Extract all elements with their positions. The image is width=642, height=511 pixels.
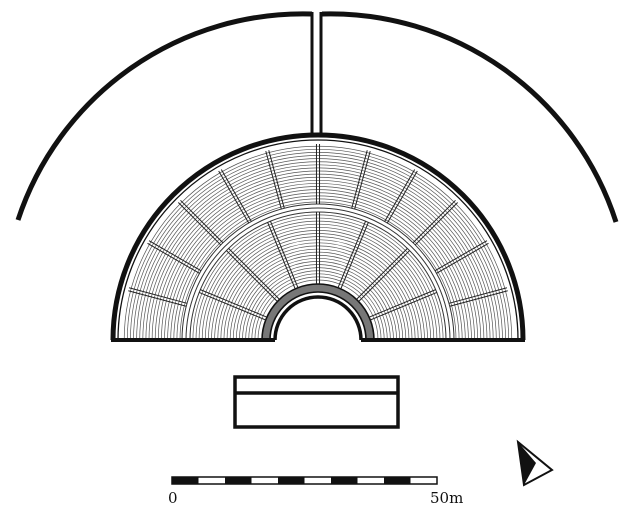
stairway-edge (351, 150, 368, 209)
seat-row (214, 236, 422, 341)
outer-wall-left (15, 11, 313, 221)
stairway-edge (180, 199, 224, 244)
orchestra-parapet (262, 284, 374, 341)
outer-wall-right (321, 11, 619, 223)
seat-row (235, 258, 401, 341)
stairway-edge (218, 170, 250, 224)
scale-start-label: 0 (168, 489, 178, 507)
stairway-edge (147, 242, 200, 274)
stairway-edge (177, 202, 222, 246)
seat-row (208, 230, 428, 341)
north-arrow-icon (516, 439, 554, 487)
seat-row (232, 254, 404, 341)
cavea (110, 132, 526, 342)
stairway-edge (368, 289, 436, 318)
seat-row (223, 245, 413, 341)
seat-row (204, 227, 432, 341)
stairway-edge (340, 222, 369, 290)
seat-row (239, 261, 397, 341)
seat-row (192, 214, 444, 341)
seat-row (248, 270, 388, 341)
scale-bar-segment (384, 477, 411, 484)
seat-row (161, 183, 475, 341)
seat-row (126, 149, 510, 341)
stairway-edge (269, 220, 299, 288)
seat-row (254, 276, 382, 341)
scale-bar-segment (278, 477, 305, 484)
seat-row (157, 179, 479, 341)
stairway-edge (354, 150, 371, 210)
seat-row (229, 251, 407, 341)
stairway-edge (148, 240, 202, 272)
seat-row (145, 167, 491, 341)
scale-bar: 0 50m (168, 476, 463, 507)
cavea-outer-wall (110, 132, 526, 341)
seat-row (217, 239, 419, 341)
parapet-outer-line (261, 283, 375, 341)
seat-row (148, 170, 488, 341)
seat-row (220, 242, 416, 341)
seat-row (123, 145, 513, 341)
seat-row (176, 198, 460, 341)
stairway-edge (370, 291, 438, 321)
stairway-edge (436, 242, 489, 274)
stairway-edge (384, 169, 416, 222)
scale-bar-segment (172, 477, 199, 484)
seat-row (257, 279, 379, 341)
cavea-inner-wall (117, 139, 519, 341)
diazoma-line (189, 211, 447, 341)
stairway-edge (386, 170, 418, 224)
seat-row (242, 264, 394, 341)
orchestra-edge (273, 295, 363, 341)
seat-row (198, 220, 438, 341)
seat-row (179, 201, 457, 341)
cavea-background (113, 135, 523, 340)
seat-row (211, 233, 425, 341)
stairway-edge (412, 199, 456, 244)
scale-bar-segment (331, 477, 358, 484)
stairway-edge (358, 250, 410, 302)
seat-row (251, 273, 385, 341)
stage-outline (233, 375, 400, 429)
seat-row (226, 248, 410, 341)
stairway-edge (200, 289, 268, 318)
scale-end-label: 50m (430, 489, 463, 507)
stairway-edge (449, 290, 508, 307)
seat-row (130, 152, 506, 341)
scale-bar-segment (225, 477, 252, 484)
stairway-edge (128, 290, 187, 307)
diazoma-line (181, 203, 455, 341)
stairway-edge (228, 248, 280, 300)
seat-row (133, 155, 503, 341)
outer-enclosure-wall (15, 11, 619, 223)
seat-row (245, 267, 391, 341)
stairway-edge (220, 169, 252, 222)
seat-row (195, 217, 441, 341)
stairway-edge (128, 287, 188, 304)
seat-row (201, 223, 435, 341)
seat-row (167, 189, 469, 341)
seat-row (142, 164, 494, 341)
stairway-edge (337, 220, 367, 288)
seat-row (170, 192, 466, 341)
stairway-edge (434, 240, 488, 272)
seat-row (164, 186, 472, 341)
seat-row (173, 195, 463, 341)
stairway-edge (356, 248, 408, 300)
stairway-edge (226, 250, 278, 302)
stage-building (233, 375, 400, 429)
seat-row (136, 158, 500, 341)
stairway-edge (267, 222, 296, 290)
seat-row (151, 173, 485, 341)
stairway-edge (414, 202, 459, 246)
seat-row (154, 176, 482, 341)
diazoma-line (185, 207, 451, 341)
stairway-edge (265, 150, 282, 210)
stairway-edge (448, 287, 508, 304)
stairway-edge (268, 150, 285, 209)
parapet-inner-line (269, 291, 367, 341)
stairway-edge (198, 291, 266, 321)
seat-row (139, 161, 497, 341)
